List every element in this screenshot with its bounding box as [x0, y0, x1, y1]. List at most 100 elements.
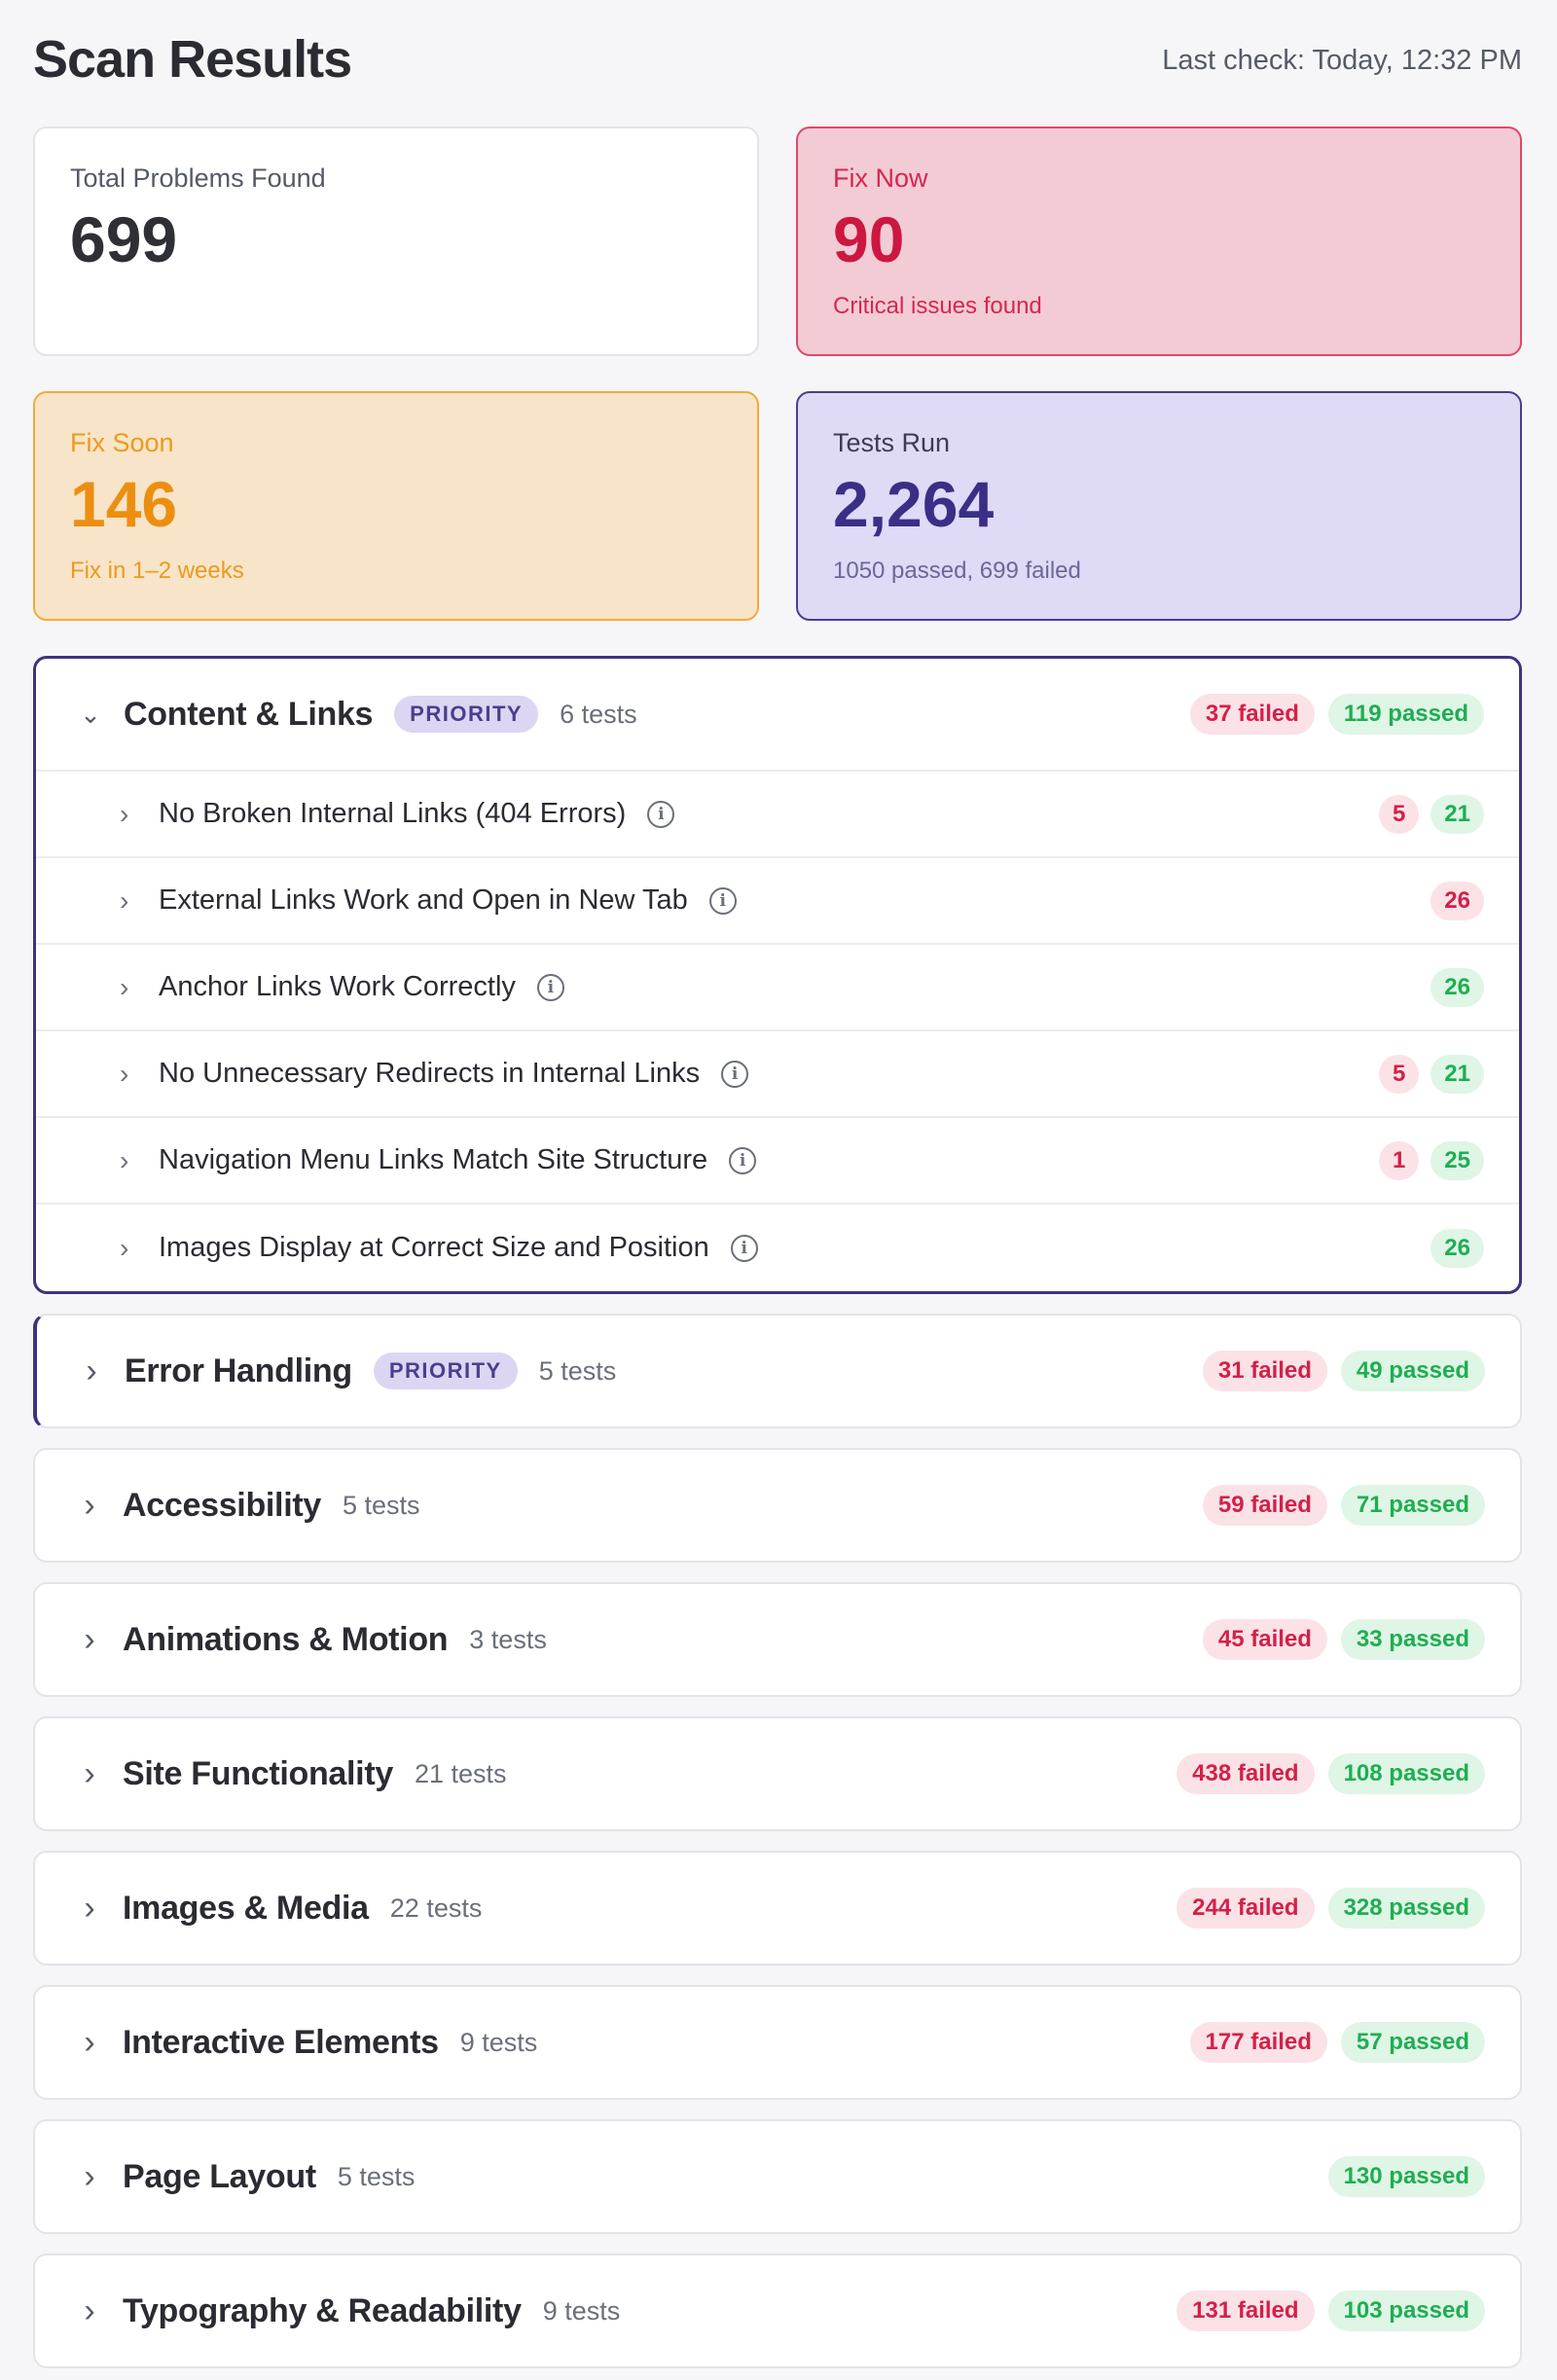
section-accessibility: › Accessibility 5 tests 59 failed 71 pas… [33, 1448, 1522, 1563]
chevron-right-icon[interactable]: › [84, 2291, 95, 2329]
stat-label: Fix Soon [70, 428, 174, 457]
section-title: Error Handling [125, 1352, 352, 1389]
failed-badge: 244 failed [1177, 1888, 1315, 1929]
failed-count-badge: 5 [1378, 794, 1420, 834]
section-title: Site Functionality [123, 1754, 393, 1792]
section-error-handling: › Error Handling PRIORITY 5 tests 31 fai… [33, 1314, 1522, 1428]
chevron-right-icon[interactable]: › [120, 1232, 129, 1263]
chevron-right-icon[interactable]: › [84, 2157, 95, 2195]
chevron-right-icon[interactable]: › [120, 1058, 129, 1089]
section-site-functionality: › Site Functionality 21 tests 438 failed… [33, 1716, 1522, 1831]
test-count: 5 tests [343, 1490, 420, 1520]
chevron-right-icon[interactable]: › [84, 1620, 95, 1658]
chevron-right-icon[interactable]: › [120, 884, 129, 916]
test-title: Navigation Menu Links Match Site Structu… [159, 1144, 708, 1175]
chevron-right-icon[interactable]: › [84, 2023, 95, 2061]
stat-label: Total Problems Found [70, 163, 326, 193]
section-badges: 131 failed 103 passed [1177, 2290, 1485, 2331]
section-header[interactable]: › Animations & Motion 3 tests 45 failed … [35, 1584, 1520, 1695]
info-icon[interactable]: i [730, 1234, 758, 1262]
section-title: Accessibility [123, 1486, 321, 1524]
passed-badge: 103 passed [1327, 2290, 1485, 2331]
chevron-right-icon[interactable]: › [120, 798, 129, 829]
test-row[interactable]: › No Unnecessary Redirects in Internal L… [36, 1031, 1519, 1118]
section-badges: 130 passed [1327, 2156, 1485, 2197]
passed-badge: 71 passed [1340, 1485, 1485, 1526]
scan-results-page: Scan Results Last check: Today, 12:32 PM… [33, 0, 1522, 2380]
section-header[interactable]: › Images & Media 22 tests 244 failed 328… [35, 1853, 1520, 1964]
test-title: No Broken Internal Links (404 Errors) [159, 798, 627, 829]
passed-count-badge: 26 [1430, 1228, 1484, 1268]
chevron-right-icon[interactable]: › [86, 1352, 97, 1389]
passed-count-badge: 21 [1430, 794, 1484, 834]
section-header[interactable]: › Site Functionality 21 tests 438 failed… [35, 1718, 1520, 1829]
priority-badge: PRIORITY [373, 1352, 518, 1389]
info-icon[interactable]: i [536, 973, 564, 1001]
section-title: Typography & Readability [123, 2291, 522, 2329]
failed-count-badge: 26 [1430, 881, 1484, 920]
info-icon[interactable]: i [729, 1146, 757, 1174]
section-header[interactable]: › Typography & Readability 9 tests 131 f… [35, 2255, 1520, 2366]
section-content-links: ⌄ Content & Links PRIORITY 6 tests 37 fa… [33, 656, 1522, 1294]
passed-badge: 57 passed [1340, 2022, 1485, 2063]
row-badges: 26 [1430, 1228, 1484, 1268]
failed-badge: 177 failed [1189, 2022, 1327, 2063]
info-icon[interactable]: i [647, 800, 675, 828]
test-title: Images Display at Correct Size and Posit… [159, 1232, 709, 1263]
passed-badge: 130 passed [1327, 2156, 1485, 2197]
chevron-right-icon[interactable]: › [84, 1754, 95, 1792]
info-icon[interactable]: i [708, 886, 737, 915]
stat-card-total-problems: Total Problems Found 699 [33, 126, 759, 356]
page-header: Scan Results Last check: Today, 12:32 PM [33, 0, 1522, 126]
test-row[interactable]: › External Links Work and Open in New Ta… [36, 858, 1519, 945]
passed-count-badge: 26 [1430, 967, 1484, 1007]
test-count: 6 tests [560, 699, 637, 729]
stat-value: 2,264 [833, 468, 995, 540]
section-title: Images & Media [123, 1889, 369, 1927]
row-badges: 5 21 [1378, 794, 1484, 834]
section-title: Content & Links [124, 695, 374, 733]
chevron-right-icon[interactable]: › [84, 1486, 95, 1524]
stat-value: 699 [70, 203, 178, 275]
stats-grid: Total Problems Found 699 Fix Now 90 Crit… [33, 126, 1522, 621]
test-row[interactable]: › Navigation Menu Links Match Site Struc… [36, 1118, 1519, 1205]
section-images-media: › Images & Media 22 tests 244 failed 328… [33, 1851, 1522, 1965]
stat-card-fix-now: Fix Now 90 Critical issues found [796, 126, 1522, 356]
test-row[interactable]: › Images Display at Correct Size and Pos… [36, 1205, 1519, 1291]
priority-badge: PRIORITY [394, 696, 539, 733]
failed-count-badge: 5 [1378, 1054, 1420, 1094]
stat-label: Tests Run [833, 428, 951, 457]
section-header[interactable]: › Accessibility 5 tests 59 failed 71 pas… [35, 1450, 1520, 1561]
section-title: Interactive Elements [123, 2023, 439, 2061]
chevron-down-icon[interactable]: ⌄ [80, 699, 101, 729]
section-title: Animations & Motion [123, 1620, 449, 1658]
passed-badge: 49 passed [1340, 1351, 1485, 1391]
section-badges: 177 failed 57 passed [1189, 2022, 1485, 2063]
test-row[interactable]: › No Broken Internal Links (404 Errors) … [36, 772, 1519, 858]
section-header[interactable]: › Error Handling PRIORITY 5 tests 31 fai… [37, 1316, 1520, 1426]
failed-badge: 131 failed [1177, 2290, 1315, 2331]
chevron-right-icon[interactable]: › [84, 1889, 95, 1927]
section-badges: 438 failed 108 passed [1177, 1753, 1485, 1794]
info-icon[interactable]: i [721, 1060, 749, 1088]
stat-subtext: 1050 passed, 699 failed [833, 558, 1081, 584]
section-header[interactable]: ⌄ Content & Links PRIORITY 6 tests 37 fa… [36, 659, 1519, 772]
test-title: External Links Work and Open in New Tab [159, 884, 688, 916]
stat-subtext: Fix in 1–2 weeks [70, 558, 244, 584]
stat-card-fix-soon: Fix Soon 146 Fix in 1–2 weeks [33, 391, 759, 621]
section-title: Page Layout [123, 2157, 316, 2195]
passed-count-badge: 21 [1430, 1054, 1484, 1094]
section-header[interactable]: › Page Layout 5 tests 130 passed [35, 2121, 1520, 2232]
failed-badge: 31 failed [1202, 1351, 1327, 1391]
test-count: 5 tests [538, 1355, 617, 1386]
failed-badge: 37 failed [1189, 694, 1315, 735]
chevron-right-icon[interactable]: › [120, 1144, 129, 1175]
row-badges: 26 [1430, 967, 1484, 1007]
test-row[interactable]: › Anchor Links Work Correctly i 26 [36, 945, 1519, 1031]
section-badges: 59 failed 71 passed [1202, 1485, 1485, 1526]
row-badges: 5 21 [1378, 1054, 1484, 1094]
chevron-right-icon[interactable]: › [120, 971, 129, 1002]
section-interactive-elements: › Interactive Elements 9 tests 177 faile… [33, 1985, 1522, 2100]
section-header[interactable]: › Interactive Elements 9 tests 177 faile… [35, 1987, 1520, 2098]
passed-badge: 328 passed [1327, 1888, 1485, 1929]
